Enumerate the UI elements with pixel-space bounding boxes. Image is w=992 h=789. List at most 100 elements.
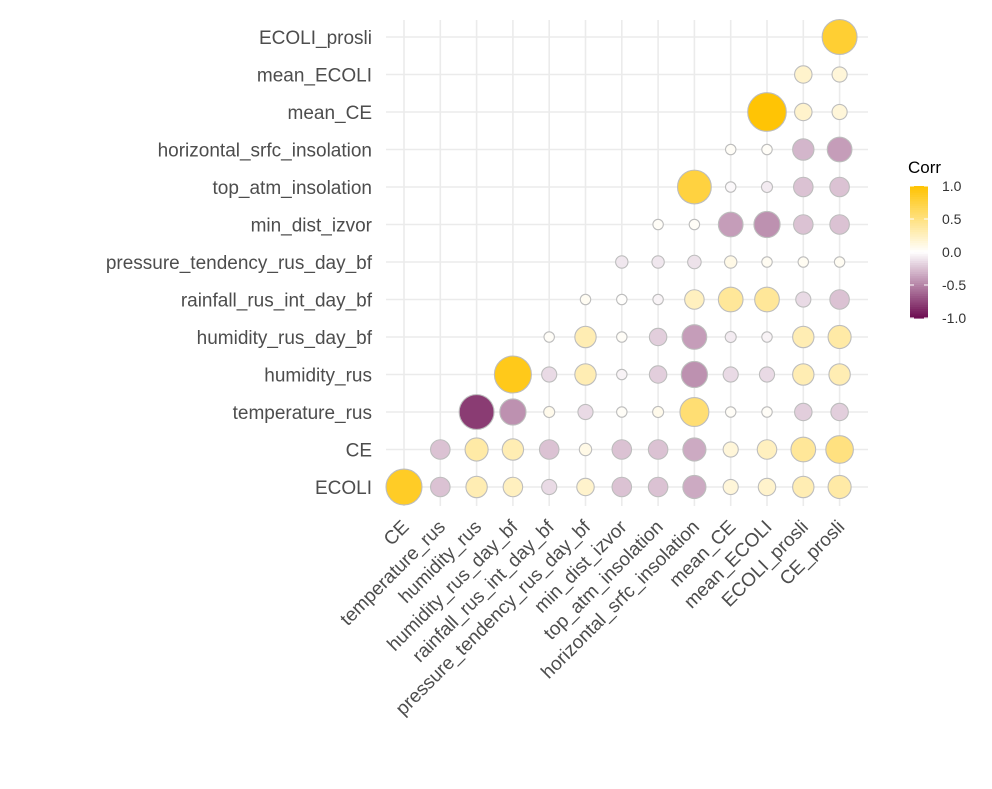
- corr-circle-ECOLI-pressure_tendency_rus_day_bf: [576, 477, 595, 497]
- legend-color-segment: [910, 190, 928, 194]
- legend-color-segment: [910, 309, 928, 312]
- corr-circle-CE-temperature_rus: [429, 439, 451, 460]
- corr-circle-CE-pressure_tendency_rus_day_bf: [578, 442, 593, 457]
- corr-circle-ECOLI-mean_ECOLI: [757, 477, 777, 497]
- corr-circle-humidity_rus-humidity_rus_day_bf: [493, 355, 532, 394]
- corr-circle-CE-ECOLI_prosli: [790, 436, 817, 463]
- legend-color-segment: [910, 311, 928, 315]
- legend-color-segment: [910, 302, 928, 306]
- corr-circle-top_atm_insolation-mean_CE: [724, 181, 737, 193]
- legend-color-segment: [910, 258, 928, 262]
- legend-color-segment: [910, 280, 928, 284]
- corr-circle-humidity_rus_day_bf-mean_ECOLI: [761, 331, 773, 343]
- corr-circle-humidity_rus-top_atm_insolation: [648, 365, 668, 384]
- legend-color-segment: [910, 225, 928, 229]
- y-tick-label: humidity_rus: [264, 366, 372, 387]
- legend-color-segment: [910, 298, 928, 301]
- legend-color-segment: [910, 210, 928, 213]
- corr-circle-temperature_rus-rainfall_rus_int_day_bf: [543, 405, 556, 419]
- corr-circle-min_dist_izvor-mean_ECOLI: [753, 210, 781, 239]
- corr-circle-CE-horizontal_srfc_insolation: [682, 437, 707, 462]
- corr-circle-rainfall_rus_int_day_bf-CE_prosli: [829, 289, 850, 310]
- legend-tick-label: -0.5: [942, 277, 966, 293]
- legend: Corr 1.0 0.5 0.0 -0.5 -1.0: [908, 158, 966, 326]
- corr-circle-min_dist_izvor-ECOLI_prosli: [792, 214, 814, 235]
- legend-color-segment: [910, 214, 928, 218]
- corr-circle-min_dist_izvor-CE_prosli: [829, 214, 850, 235]
- corr-circle-ECOLI-ECOLI_prosli: [792, 475, 815, 499]
- y-tick-label: min_dist_izvor: [251, 216, 373, 237]
- legend-color-segment: [910, 227, 928, 231]
- corr-circle-CE-min_dist_izvor: [611, 439, 633, 460]
- y-tick-label: ECOLI: [315, 478, 372, 499]
- legend-color-segment: [910, 216, 928, 220]
- corr-circle-humidity_rus_day_bf-top_atm_insolation: [648, 327, 668, 347]
- corr-circle-CE-CE_prosli: [825, 435, 854, 464]
- corr-circle-ECOLI_prosli-CE_prosli: [821, 19, 858, 55]
- corr-circle-mean_CE-CE_prosli: [831, 103, 848, 121]
- legend-tick-label: 1.0: [942, 178, 962, 194]
- corr-circle-rainfall_rus_int_day_bf-ECOLI_prosli: [795, 291, 812, 308]
- corr-circle-CE-mean_ECOLI: [756, 439, 778, 460]
- legend-title: Corr: [908, 158, 941, 177]
- legend-color-segment: [910, 232, 928, 235]
- corr-circle-rainfall_rus_int_day_bf-mean_CE: [717, 286, 744, 313]
- legend-color-segment: [910, 208, 928, 211]
- y-tick-label: temperature_rus: [233, 403, 372, 424]
- y-tick-label: mean_ECOLI: [257, 66, 372, 87]
- corr-circle-humidity_rus-mean_CE: [722, 366, 739, 383]
- corr-circle-humidity_rus-ECOLI_prosli: [792, 363, 815, 386]
- corr-circle-temperature_rus-pressure_tendency_rus_day_bf: [577, 403, 594, 421]
- corr-circle-ECOLI-top_atm_insolation: [647, 476, 669, 498]
- corr-circle-min_dist_izvor-top_atm_insolation: [652, 218, 664, 231]
- corr-circle-humidity_rus_day_bf-horizontal_srfc_insolation: [681, 324, 708, 350]
- legend-color-segment: [910, 315, 928, 319]
- legend-color-segment: [910, 269, 928, 273]
- corr-circle-top_atm_insolation-ECOLI_prosli: [792, 176, 814, 198]
- legend-color-segment: [910, 254, 928, 257]
- correlation-circles: [385, 19, 858, 506]
- y-tick-label: horizontal_srfc_insolation: [158, 141, 372, 162]
- corr-circle-pressure_tendency_rus_day_bf-ECOLI_prosli: [797, 256, 810, 268]
- y-axis-labels: ECOLI CE temperature_rus humidity_rus humidi…: [106, 28, 373, 499]
- legend-color-segment: [910, 263, 928, 266]
- corr-circle-mean_ECOLI-CE_prosli: [831, 66, 848, 83]
- legend-color-segment: [910, 186, 928, 189]
- legend-color-segment: [910, 291, 928, 295]
- y-tick-label: rainfall_rus_int_day_bf: [181, 291, 373, 312]
- corr-circle-horizontal_srfc_insolation-ECOLI_prosli: [792, 138, 815, 161]
- corr-circle-horizontal_srfc_insolation-mean_ECOLI: [761, 143, 773, 156]
- corr-circle-rainfall_rus_int_day_bf-horizontal_srfc_insolation: [684, 289, 705, 310]
- legend-color-segment: [910, 271, 928, 275]
- corr-circle-humidity_rus_day_bf-rainfall_rus_int_day_bf: [543, 331, 555, 343]
- y-tick-label: mean_CE: [288, 103, 373, 124]
- legend-color-segment: [910, 256, 928, 260]
- corr-circle-humidity_rus-horizontal_srfc_insolation: [680, 360, 709, 389]
- corr-circle-rainfall_rus_int_day_bf-top_atm_insolation: [652, 293, 664, 306]
- corr-circle-horizontal_srfc_insolation-CE_prosli: [826, 136, 853, 163]
- legend-color-segment: [910, 296, 928, 299]
- legend-color-segment: [910, 267, 928, 271]
- corr-circle-ECOLI-horizontal_srfc_insolation: [682, 474, 707, 500]
- corr-circle-top_atm_insolation-CE_prosli: [829, 176, 850, 198]
- corr-circle-humidity_rus-pressure_tendency_rus_day_bf: [574, 363, 597, 386]
- corr-circle-humidity_rus_day_bf-CE_prosli: [827, 324, 852, 350]
- legend-color-segment: [910, 265, 928, 268]
- corr-circle-pressure_tendency_rus_day_bf-horizontal_srfc_insolation: [687, 254, 702, 270]
- corr-circle-humidity_rus_day_bf-ECOLI_prosli: [792, 325, 815, 349]
- y-tick-label: humidity_rus_day_bf: [197, 328, 373, 349]
- corr-circle-mean_CE-mean_ECOLI: [747, 92, 787, 132]
- corr-circle-humidity_rus_day_bf-min_dist_izvor: [616, 331, 628, 343]
- corr-circle-min_dist_izvor-mean_CE: [717, 211, 744, 238]
- corr-circle-temperature_rus-horizontal_srfc_insolation: [679, 396, 710, 428]
- legend-color-segment: [910, 197, 928, 200]
- legend-color-segment: [910, 221, 928, 224]
- legend-color-segment: [910, 276, 928, 279]
- legend-color-segment: [910, 241, 928, 244]
- corr-circle-CE-humidity_rus: [464, 437, 489, 462]
- corr-circle-ECOLI-mean_CE: [722, 478, 739, 496]
- legend-color-segment: [910, 245, 928, 249]
- corr-circle-rainfall_rus_int_day_bf-mean_ECOLI: [754, 286, 780, 313]
- legend-color-segment: [910, 243, 928, 246]
